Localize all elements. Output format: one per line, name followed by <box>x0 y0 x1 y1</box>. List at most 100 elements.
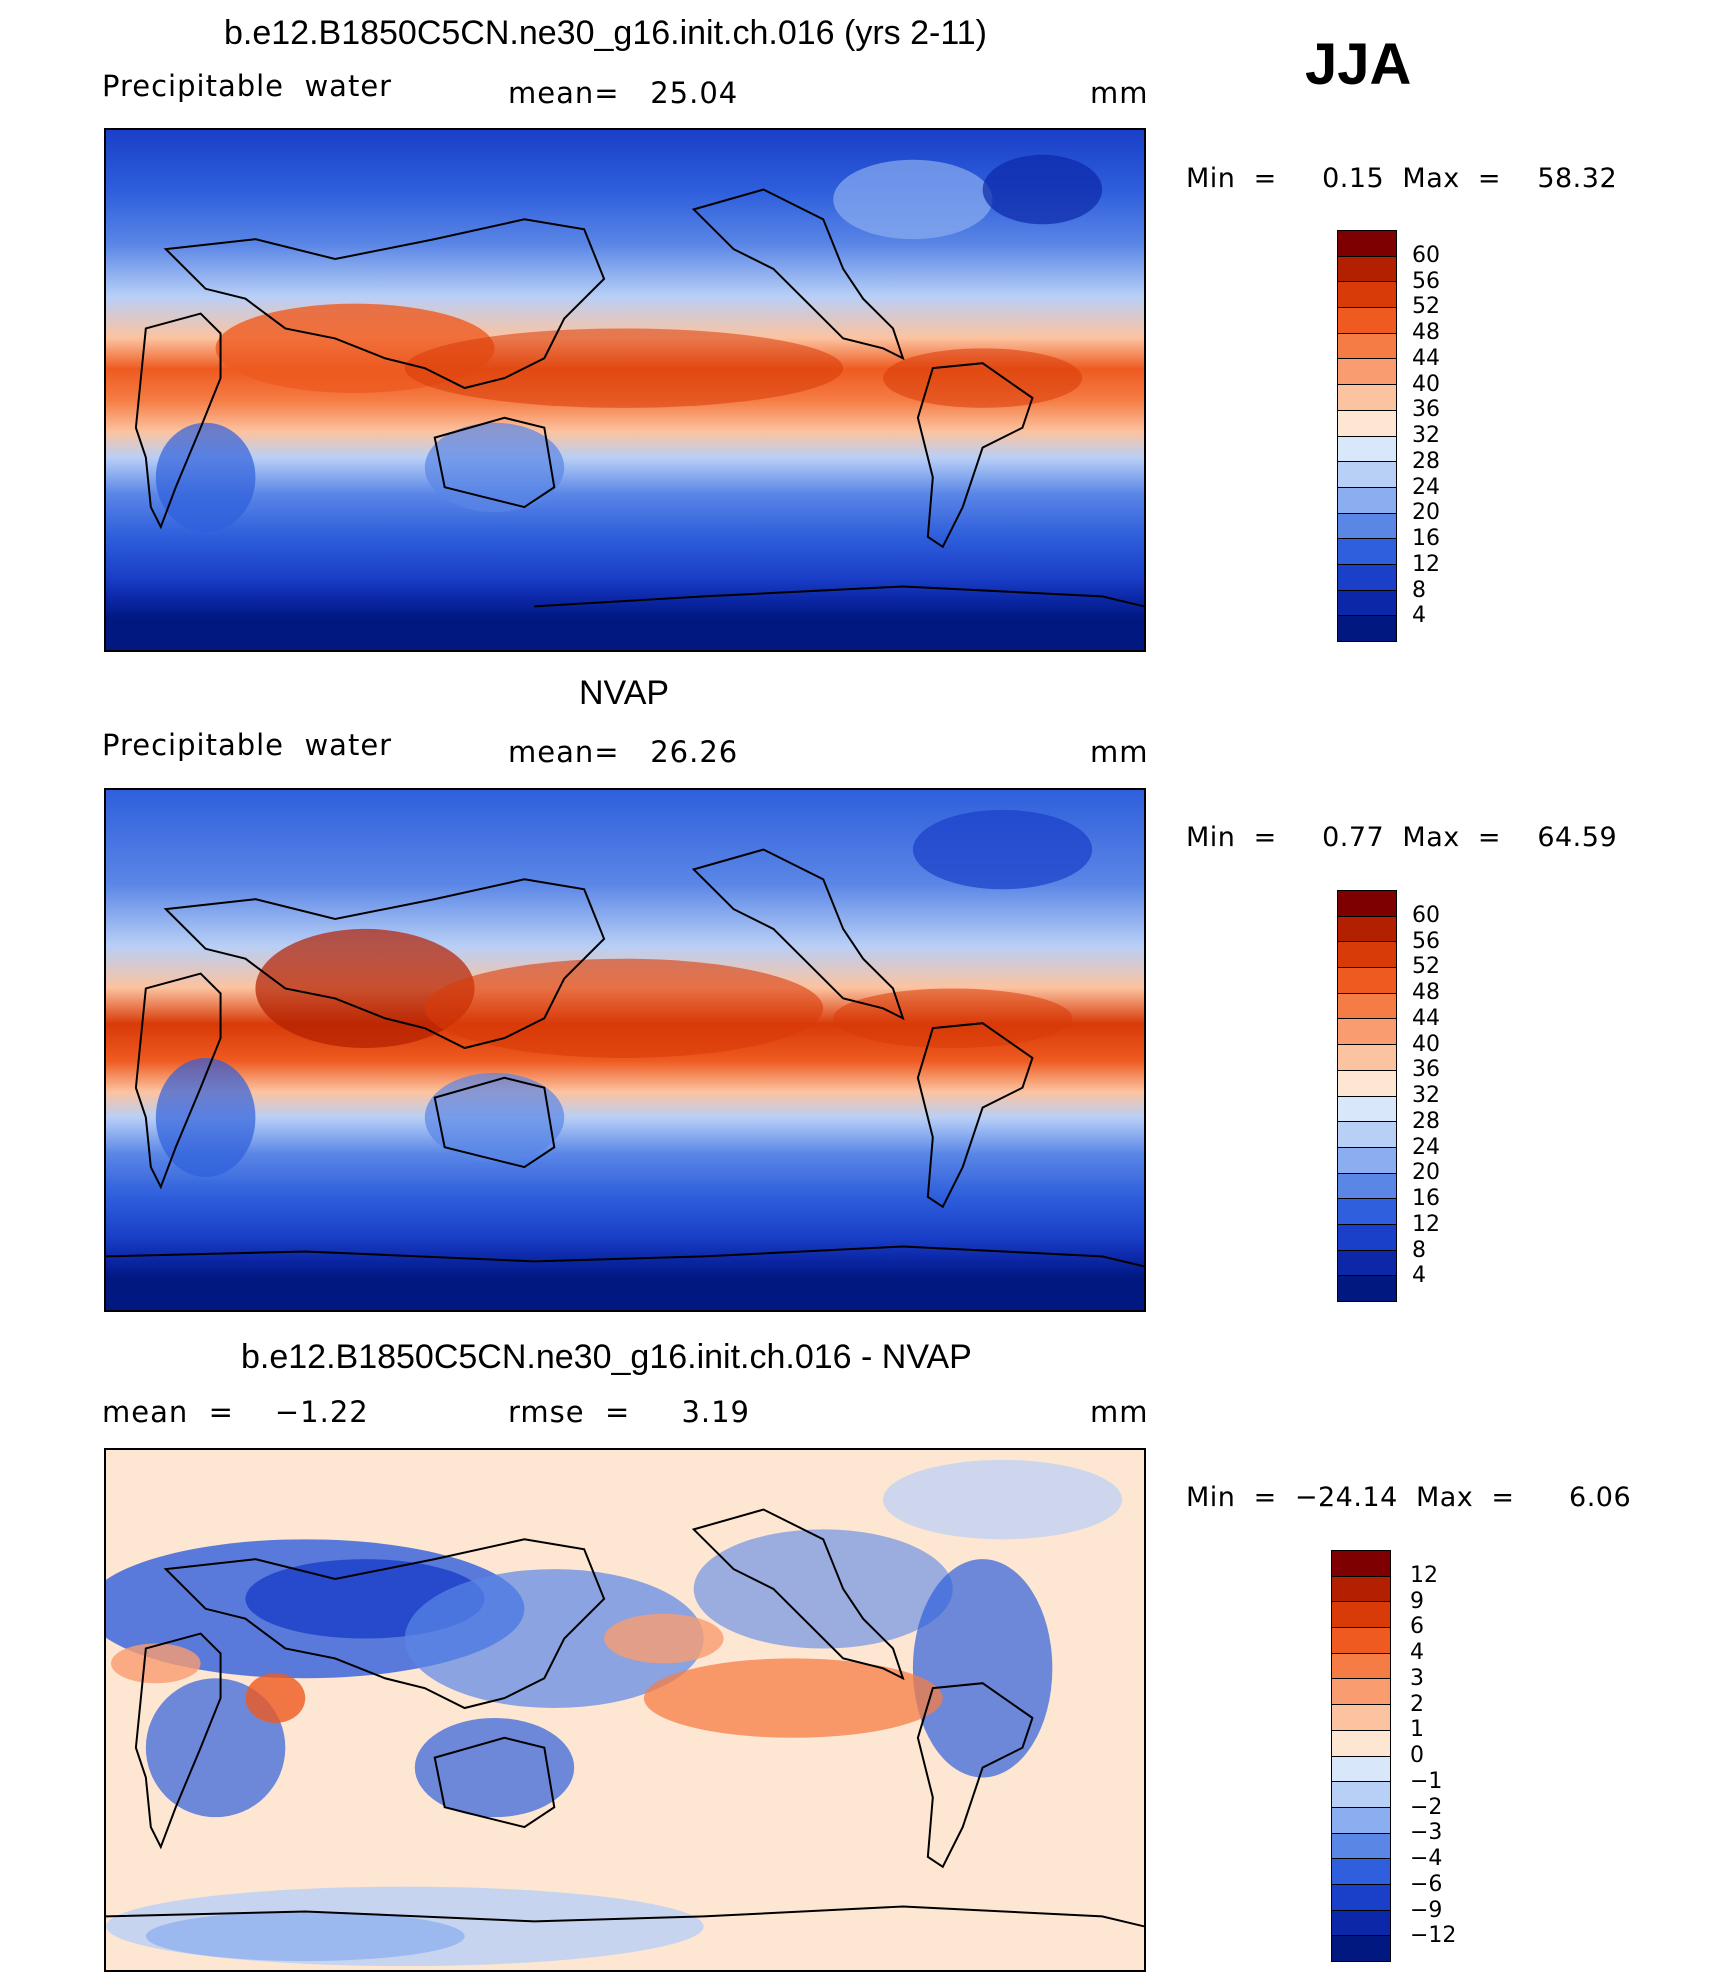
colorbar-tick-label: −1 <box>1410 1768 1443 1794</box>
panel2-colorbar-labels: 60 56 52 48 44 40 36 32 28 24 20 16 12 8 4 <box>1412 890 1492 1302</box>
colorbar-swatch <box>1332 1782 1390 1808</box>
colorbar-tick-label: 12 <box>1412 1211 1440 1237</box>
panel3-map <box>104 1448 1146 1972</box>
colorbar-tick-label: 9 <box>1410 1588 1424 1614</box>
colorbar-swatch <box>1332 1679 1390 1706</box>
colorbar-swatch <box>1338 590 1396 617</box>
panel2-colorbar <box>1337 890 1397 1302</box>
colorbar-tick-label: 20 <box>1412 500 1440 526</box>
colorbar-tick-label: −12 <box>1410 1923 1457 1949</box>
colorbar-tick-label: 28 <box>1412 1108 1440 1134</box>
colorbar-tick-label: 3 <box>1410 1665 1424 1691</box>
colorbar-tick-label: 28 <box>1412 448 1440 474</box>
colorbar-swatch <box>1338 1199 1396 1225</box>
colorbar-tick-label: −4 <box>1410 1846 1443 1871</box>
colorbar-tick-label: 24 <box>1412 1134 1440 1160</box>
colorbar-swatch <box>1338 462 1396 488</box>
colorbar-tick-label: 44 <box>1412 345 1440 371</box>
colorbar-tick-label: 52 <box>1412 294 1440 320</box>
panel3-units-label: mm <box>1090 1395 1149 1429</box>
colorbar-swatch <box>1332 1756 1390 1783</box>
colorbar-tick-label: 16 <box>1412 1186 1440 1211</box>
colorbar-swatch <box>1338 513 1396 540</box>
colorbar-swatch <box>1332 1628 1390 1654</box>
colorbar-swatch <box>1338 1173 1396 1200</box>
colorbar-tick-label: 48 <box>1412 980 1440 1005</box>
colorbar-swatch <box>1338 891 1396 917</box>
colorbar-swatch <box>1338 1276 1396 1301</box>
colorbar-swatch <box>1338 256 1396 283</box>
colorbar-tick-label: 8 <box>1412 1237 1426 1263</box>
colorbar-tick-label: 20 <box>1412 1160 1440 1186</box>
colorbar-swatch <box>1338 282 1396 309</box>
colorbar-swatch <box>1332 1705 1390 1731</box>
panel2-title: NVAP <box>579 674 670 712</box>
panel2-minmax: Min = 0.77 Max = 64.59 <box>1186 822 1618 853</box>
colorbar-swatch <box>1338 942 1396 969</box>
panel2-map <box>104 788 1146 1312</box>
colorbar-tick-label: 12 <box>1410 1562 1438 1588</box>
panel2-units-label: mm <box>1090 735 1149 769</box>
panel2-mean-label: mean= 26.26 <box>508 735 739 769</box>
colorbar-tick-label: −9 <box>1410 1897 1443 1923</box>
panel3-minmax: Min = −24.14 Max = 6.06 <box>1186 1482 1632 1513</box>
colorbar-swatch <box>1338 539 1396 565</box>
colorbar-swatch <box>1338 410 1396 437</box>
season-label: JJA <box>1305 32 1412 97</box>
colorbar-swatch <box>1338 1019 1396 1046</box>
colorbar-tick-label: 32 <box>1412 423 1440 448</box>
colorbar-tick-label: 60 <box>1412 242 1440 268</box>
colorbar-tick-label: 8 <box>1412 577 1426 603</box>
colorbar-tick-label: 48 <box>1412 320 1440 345</box>
panel1-colorbar <box>1337 230 1397 642</box>
panel2-colorbar-segments <box>1338 891 1396 1301</box>
colorbar-tick-label: 4 <box>1410 1640 1424 1665</box>
colorbar-swatch <box>1338 359 1396 386</box>
colorbar-swatch <box>1338 1045 1396 1071</box>
panel3-colorbar-segments <box>1332 1551 1390 1961</box>
panel1-title: b.e12.B1850C5CN.ne30_g16.init.ch.016 (yr… <box>224 14 987 52</box>
colorbar-swatch <box>1338 916 1396 943</box>
colorbar-swatch <box>1338 968 1396 994</box>
colorbar-swatch <box>1332 1807 1390 1834</box>
colorbar-tick-label: 40 <box>1412 371 1440 397</box>
colorbar-tick-label: 32 <box>1412 1083 1440 1108</box>
colorbar-swatch <box>1338 1147 1396 1174</box>
colorbar-swatch <box>1332 1910 1390 1937</box>
colorbar-swatch <box>1338 1096 1396 1123</box>
colorbar-tick-label: 12 <box>1412 551 1440 577</box>
colorbar-tick-label: 6 <box>1410 1614 1424 1640</box>
colorbar-swatch <box>1338 564 1396 591</box>
colorbar-tick-label: 0 <box>1410 1743 1424 1768</box>
colorbar-swatch <box>1332 1833 1390 1860</box>
colorbar-swatch <box>1332 1653 1390 1680</box>
colorbar-tick-label: 1 <box>1410 1717 1424 1743</box>
colorbar-swatch <box>1332 1551 1390 1577</box>
colorbar-swatch <box>1332 1859 1390 1885</box>
colorbar-swatch <box>1338 308 1396 334</box>
colorbar-tick-label: 44 <box>1412 1005 1440 1031</box>
panel1-variable-label: Precipitable water <box>102 69 393 103</box>
panel1-units-label: mm <box>1090 76 1149 110</box>
panel1-colorbar-segments <box>1338 231 1396 641</box>
colorbar-tick-label: 2 <box>1410 1691 1424 1717</box>
colorbar-swatch <box>1338 616 1396 641</box>
colorbar-swatch <box>1332 1576 1390 1603</box>
colorbar-tick-label: 16 <box>1412 526 1440 551</box>
panel1-colorbar-labels: 60 56 52 48 44 40 36 32 28 24 20 16 12 8 4 <box>1412 230 1492 642</box>
colorbar-tick-label: 60 <box>1412 902 1440 928</box>
colorbar-tick-label: 56 <box>1412 928 1440 954</box>
colorbar-swatch <box>1338 436 1396 463</box>
colorbar-swatch <box>1332 1602 1390 1629</box>
colorbar-tick-label: 24 <box>1412 474 1440 500</box>
panel1-mean-label: mean= 25.04 <box>508 76 739 110</box>
panel1-map <box>104 128 1146 652</box>
colorbar-swatch <box>1338 333 1396 360</box>
colorbar-tick-label: −3 <box>1410 1820 1443 1846</box>
colorbar-swatch <box>1332 1730 1390 1757</box>
colorbar-tick-label: 4 <box>1412 1263 1426 1289</box>
colorbar-tick-label: 36 <box>1412 1057 1440 1083</box>
colorbar-tick-label: 4 <box>1412 603 1426 629</box>
colorbar-tick-label: −6 <box>1410 1871 1443 1897</box>
colorbar-swatch <box>1338 993 1396 1020</box>
